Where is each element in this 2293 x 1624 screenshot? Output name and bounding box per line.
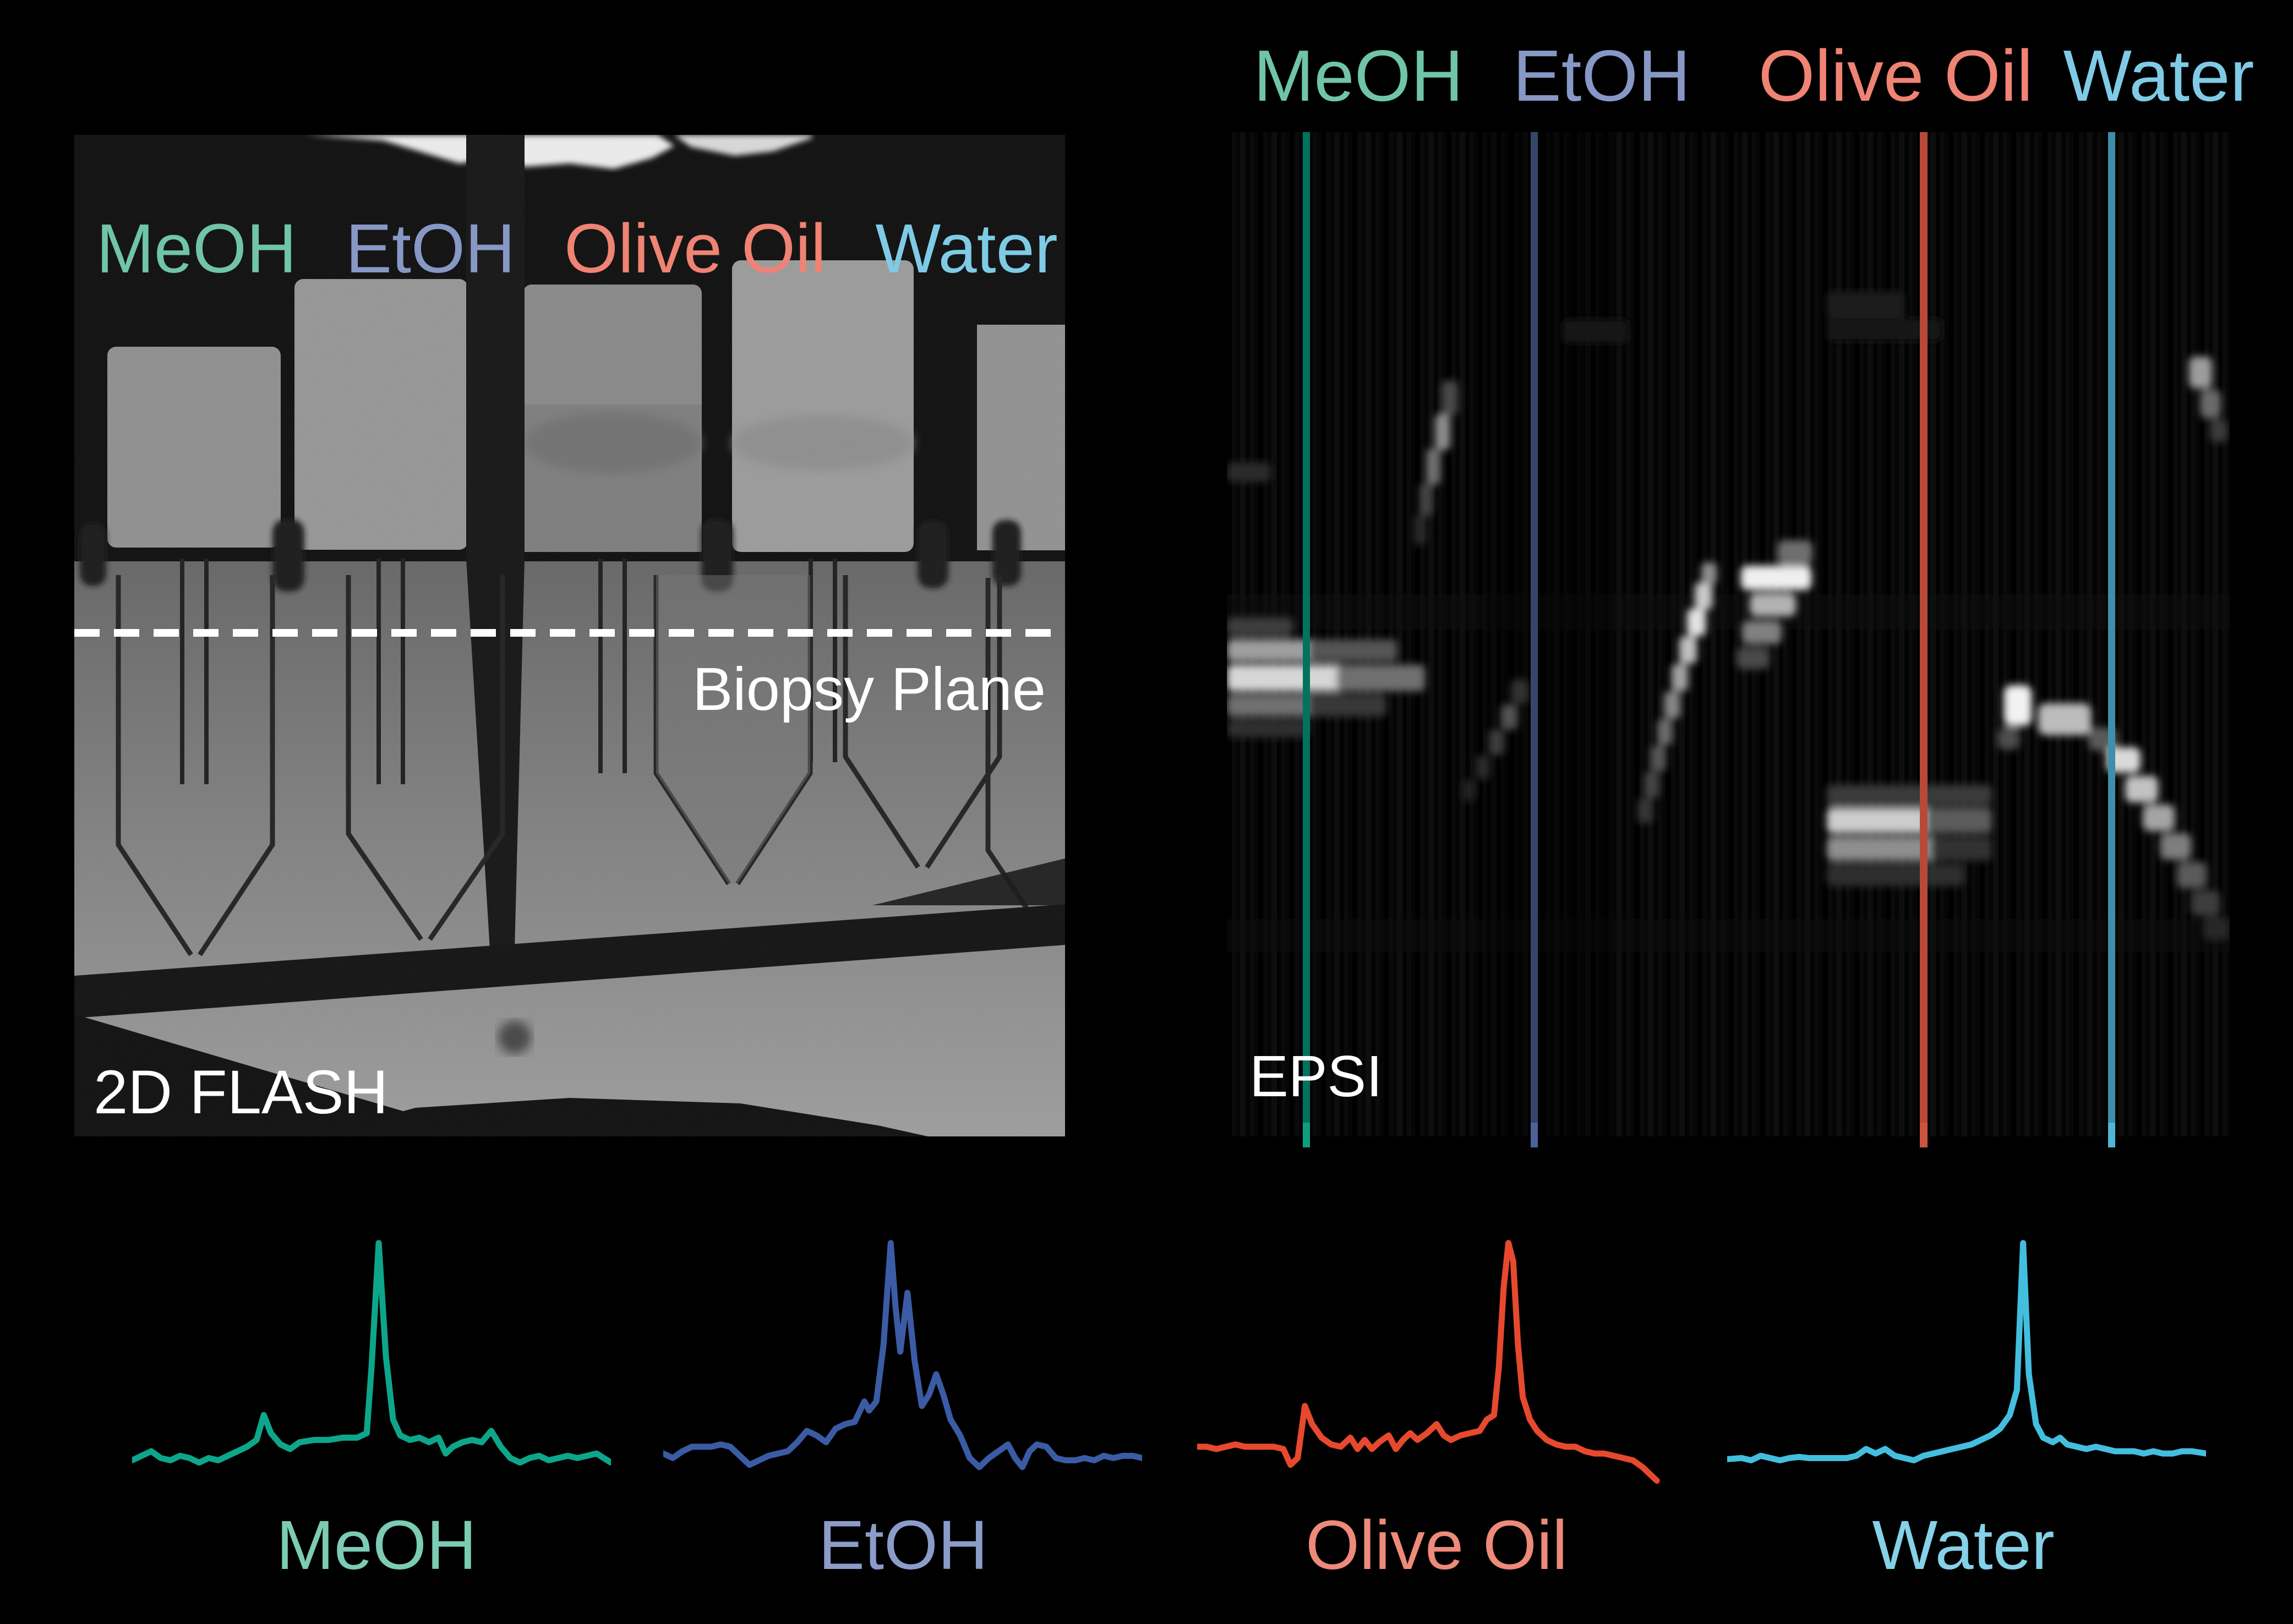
epsi-label-meoh: MeOH xyxy=(1253,35,1464,116)
spectrum-label-water: Water xyxy=(1872,1506,2055,1584)
epsi-modality-label: EPSI xyxy=(1249,1044,1383,1109)
epsi-streaks-olive-oil xyxy=(1563,292,1992,886)
epsi-streaks-etoh xyxy=(1462,680,1528,801)
epsi-image-panel: EPSI xyxy=(1227,132,2230,1147)
spectrum-label-olive-oil: Olive Oil xyxy=(1305,1506,1568,1584)
guide-line-water xyxy=(2108,132,2115,1147)
epsi-streak-upper-right xyxy=(2189,357,2228,442)
epsi-label-water: Water xyxy=(2063,35,2254,116)
flash-label-olive-oil: Olive Oil xyxy=(564,210,826,287)
guide-line-olive-oil xyxy=(1920,132,1928,1147)
epsi-streak-bright-stack xyxy=(1737,540,1812,669)
flash-label-meoh: MeOH xyxy=(96,210,297,287)
epsi-guide-lines xyxy=(1303,132,2115,1147)
guide-line-meoh xyxy=(1303,132,1310,1147)
epsi-label-olive-oil: Olive Oil xyxy=(1758,35,2033,116)
epsi-background xyxy=(1227,132,2230,1136)
spectrum-label-meoh: MeOH xyxy=(276,1506,477,1584)
epsi-streak-center-staircase xyxy=(1637,562,1717,823)
spectrum-plot-olive-oil xyxy=(1197,1219,1676,1489)
spectrum-plot-meoh xyxy=(132,1219,611,1489)
guide-line-etoh xyxy=(1531,132,1538,1147)
spectrum-line-water xyxy=(1727,1243,2206,1461)
spectrum-line-etoh xyxy=(663,1243,1142,1467)
spectrum-line-meoh xyxy=(132,1243,611,1463)
epsi-label-etoh: EtOH xyxy=(1513,35,1691,116)
epsi-streak-upper-left-diagonal xyxy=(1414,381,1458,545)
epsi-row-banding xyxy=(1227,132,2230,1136)
flash-image-panel: MeOH EtOH Olive Oil Water Biopsy Plane 2… xyxy=(74,135,1065,1136)
flash-modality-label: 2D FLASH xyxy=(94,1058,388,1127)
flash-label-etoh: EtOH xyxy=(346,210,515,287)
spectrum-plot-etoh xyxy=(663,1219,1142,1489)
epsi-streaks-meoh xyxy=(1227,462,1425,737)
spectrum-line-olive-oil xyxy=(1197,1243,1657,1481)
spectrum-label-etoh: EtOH xyxy=(818,1506,989,1584)
flash-label-water: Water xyxy=(875,210,1057,287)
biopsy-plane-label: Biopsy Plane xyxy=(692,655,1046,723)
spectrum-plot-water xyxy=(1727,1219,2206,1489)
epsi-column-label-row: MeOH EtOH Olive Oil Water xyxy=(0,32,2293,120)
